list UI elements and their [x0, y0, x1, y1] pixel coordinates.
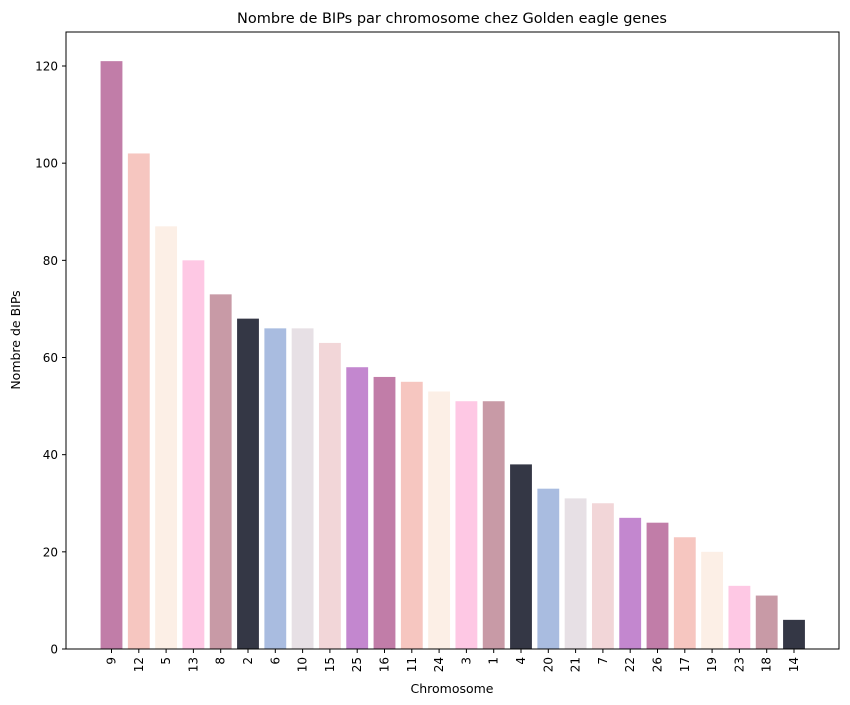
x-tick-label: 16 — [378, 657, 392, 672]
y-tick-label: 40 — [43, 448, 58, 462]
y-axis: 0 20 40 60 80 100 120 — [35, 60, 66, 657]
bars-group — [100, 61, 805, 649]
bar-chromosome-7 — [591, 503, 614, 649]
x-tick-label: 7 — [596, 657, 610, 665]
bar-chromosome-1 — [482, 401, 505, 649]
bar-chromosome-21 — [564, 498, 587, 649]
bar-chromosome-26 — [646, 522, 669, 649]
x-tick-label: 17 — [678, 657, 692, 672]
x-tick-label: 6 — [268, 657, 282, 665]
x-tick-label: 3 — [459, 657, 473, 665]
bar-chromosome-23 — [728, 585, 751, 649]
x-tick-label: 10 — [296, 657, 310, 672]
x-axis: 9 12 5 13 8 2 6 10 15 25 16 11 24 3 1 4 20 21 7 22 26 17 19 23 1… — [105, 649, 801, 672]
bar-chromosome-17 — [673, 537, 696, 649]
bar-chromosome-5 — [155, 226, 178, 649]
bar-chromosome-12 — [127, 153, 150, 649]
x-tick-label: 25 — [350, 657, 364, 672]
x-tick-label: 11 — [405, 657, 419, 672]
y-tick-label: 100 — [35, 157, 58, 171]
x-tick-label: 8 — [214, 657, 228, 665]
bar-chromosome-22 — [619, 517, 642, 649]
x-tick-label: 19 — [705, 657, 719, 672]
bar-chromosome-4 — [510, 464, 532, 649]
bar-chromosome-2 — [237, 318, 259, 649]
x-tick-label: 15 — [323, 657, 337, 672]
bar-chromosome-15 — [318, 342, 341, 649]
bar-chromosome-24 — [428, 391, 451, 649]
bar-chromosome-19 — [701, 551, 724, 649]
x-tick-label: 12 — [132, 657, 146, 672]
y-tick-label: 20 — [43, 545, 58, 559]
x-tick-label: 23 — [732, 657, 746, 672]
bar-chromosome-8 — [209, 294, 232, 649]
bar-chromosome-9 — [100, 61, 123, 649]
x-tick-label: 18 — [760, 657, 774, 672]
x-tick-label: 26 — [651, 657, 665, 672]
x-tick-label: 9 — [105, 657, 119, 665]
x-tick-label: 4 — [514, 657, 528, 665]
y-tick-label: 120 — [35, 60, 58, 74]
y-tick-label: 60 — [43, 351, 58, 365]
x-tick-label: 13 — [186, 657, 200, 672]
x-tick-label: 1 — [487, 657, 501, 665]
plot-frame — [65, 31, 840, 650]
bar-chromosome-10 — [291, 328, 314, 649]
bar-chromosome-20 — [537, 488, 560, 649]
chart-title: Nombre de BIPs par chromosome chez Golde… — [237, 11, 667, 27]
bar-chromosome-14 — [783, 619, 805, 649]
bar-chromosome-11 — [400, 381, 423, 649]
x-tick-label: 14 — [787, 657, 801, 672]
x-tick-label: 2 — [241, 657, 255, 665]
y-tick-label: 0 — [50, 643, 58, 657]
x-tick-label: 20 — [541, 657, 555, 672]
x-tick-label: 22 — [623, 657, 637, 672]
y-axis-label: Nombre de BIPs — [8, 290, 23, 389]
bar-chromosome-25 — [346, 367, 369, 649]
y-tick-label: 80 — [43, 254, 58, 268]
bar-chromosome-16 — [373, 376, 396, 649]
x-tick-label: 24 — [432, 657, 446, 672]
bar-chromosome-13 — [182, 260, 205, 649]
x-tick-label: 5 — [159, 657, 173, 665]
bar-chromosome-18 — [755, 595, 778, 649]
x-tick-label: 21 — [569, 657, 583, 672]
bar-chromosome-6 — [264, 328, 287, 649]
bar-chromosome-3 — [455, 401, 478, 649]
x-axis-label: Chromosome — [410, 681, 493, 696]
